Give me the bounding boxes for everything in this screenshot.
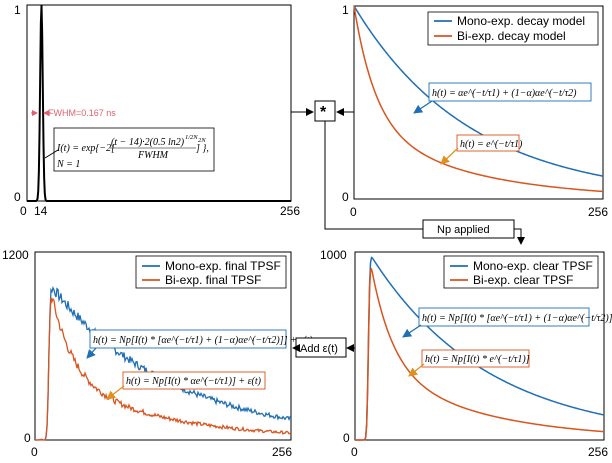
x-tick-label: 0 bbox=[351, 445, 358, 459]
irf-eq-denominator: FWHM bbox=[137, 150, 169, 161]
irf-eq-close: ] }, bbox=[195, 143, 209, 154]
equation-mono: h(t) = Np[I(t) * [αe^(−t/τ1) + (1−α)αe^(… bbox=[422, 313, 612, 324]
equation-box-mono bbox=[89, 329, 287, 349]
annotation-arrow-bi bbox=[106, 385, 125, 400]
x-tick-label: 0 bbox=[20, 204, 27, 218]
x-tick-label: 14 bbox=[34, 204, 48, 218]
y-tick-label: 1 bbox=[342, 3, 349, 17]
y-tick-label: 1200 bbox=[2, 248, 29, 262]
x-tick-label: 256 bbox=[588, 205, 608, 219]
legend-label-bi: Bi-exp. final TPSF bbox=[165, 273, 261, 287]
legend-label-mono: Mono-exp. clear TPSF bbox=[473, 259, 593, 273]
flow-arrow bbox=[514, 228, 525, 245]
equation-bi: h(t) = e^(−t/τ1) bbox=[460, 139, 523, 150]
x-tick-label: 256 bbox=[280, 204, 300, 218]
legend-label-mono: Mono-exp. decay model bbox=[457, 14, 585, 28]
y-tick-label: 0 bbox=[24, 431, 31, 445]
legend bbox=[443, 255, 599, 289]
equation-box-bi bbox=[421, 349, 530, 368]
panel-final-tpsf: 1200 0 0 256 Mono-exp. final TPSF Bi-exp… bbox=[2, 248, 313, 459]
panel-clear-tpsf: 1000 0 0 256 Mono-exp. clear TPSF Bi-exp… bbox=[320, 248, 612, 459]
y-tick-label: 0 bbox=[343, 431, 350, 445]
add-noise-label: Add ε(t) bbox=[300, 343, 338, 355]
irf-curve bbox=[27, 5, 291, 202]
equation-mono: h(t) = αe^(−t/τ1) + (1−α)αe^(−t/τ2) bbox=[432, 88, 577, 99]
y-tick-label: 0 bbox=[14, 190, 21, 204]
legend bbox=[135, 255, 287, 289]
y-tick-label: 1000 bbox=[320, 248, 347, 262]
legend bbox=[427, 11, 599, 46]
equation-bi: h(t) = Np[I(t) * e^(−t/τ1)] bbox=[425, 354, 530, 365]
annotation-arrow-mono bbox=[86, 347, 97, 359]
y-tick-label: 0 bbox=[342, 190, 349, 204]
series-line-mono-exp bbox=[353, 5, 604, 177]
fwhm-label: FWHM=0.167 ns bbox=[48, 108, 116, 118]
legend-label-mono: Mono-exp. final TPSF bbox=[165, 259, 281, 273]
annotation-arrow-mono bbox=[402, 324, 422, 338]
equation-box-mono bbox=[418, 307, 590, 327]
convolution-operator: * bbox=[320, 104, 327, 121]
flow-connector bbox=[324, 121, 423, 230]
equation-bi: h(t) = Np[I(t) * αe^(−t/τ1)] + ε(t) bbox=[126, 376, 262, 387]
x-tick-label: 0 bbox=[31, 445, 38, 459]
irf-equation-box bbox=[53, 127, 215, 172]
annotation-arrow-mono bbox=[413, 100, 433, 114]
y-tick-label: 1 bbox=[14, 3, 21, 17]
irf-n-label: N = 1 bbox=[56, 159, 80, 170]
equation-mono: h(t) = Np[I(t) * [αe^(−t/τ1) + (1−α)αe^(… bbox=[93, 335, 313, 346]
annotation-arrow-bi bbox=[408, 363, 425, 377]
irf-eq-numerator: (t − 14)·2(0.5 ln2) bbox=[111, 137, 185, 148]
panel-irf: 1 0 0 14 256 FWHM=0.167 ns I(t) = exp{−2… bbox=[14, 3, 300, 218]
panel-decay-model: 1 0 0 256 Mono-exp. decay model Bi-exp. … bbox=[342, 3, 608, 219]
irf-eq-lhs: I(t) = exp{−2[ bbox=[56, 143, 116, 154]
irf-eq-inner-exponent: 1/2N bbox=[185, 134, 198, 141]
x-tick-label: 0 bbox=[350, 205, 357, 219]
irf-pointer bbox=[44, 149, 59, 159]
flow-connectors: * Np applied Add ε(t) bbox=[291, 100, 525, 358]
x-tick-label: 256 bbox=[588, 445, 608, 459]
x-tick-label: 256 bbox=[272, 445, 292, 459]
legend-label-bi: Bi-exp. clear TPSF bbox=[473, 273, 573, 287]
equation-box-mono bbox=[428, 82, 592, 102]
series-line-bi-exp bbox=[35, 297, 292, 441]
equation-box-bi bbox=[456, 134, 520, 152]
irf-eq-outer-exponent: 2N bbox=[198, 137, 206, 144]
series-line-bi-exp bbox=[355, 267, 605, 441]
np-applied-label: Np applied bbox=[437, 224, 490, 236]
series-line-bi-exp bbox=[353, 5, 604, 193]
annotation-arrow-bi bbox=[440, 147, 459, 165]
legend-label-bi: Bi-exp. decay model bbox=[457, 29, 566, 43]
equation-box-bi bbox=[122, 371, 266, 390]
plot-frame bbox=[26, 4, 292, 202]
